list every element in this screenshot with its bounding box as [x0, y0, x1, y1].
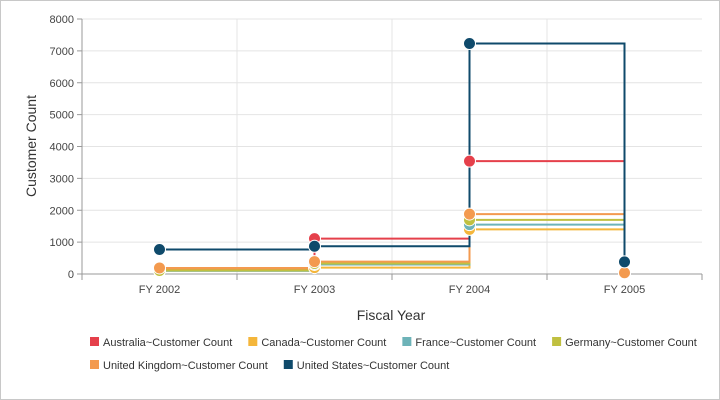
- legend-swatch: [248, 337, 258, 346]
- y-tick-label: 3000: [50, 173, 74, 185]
- y-tick-label: 4000: [50, 142, 74, 154]
- legend-label: Canada~Customer Count: [261, 337, 386, 349]
- markers-group: [153, 37, 631, 280]
- legend-swatch: [90, 337, 99, 346]
- legend-item[interactable]: United States~Customer Count: [283, 360, 450, 372]
- legend-item[interactable]: United Kingdom~Customer Count: [90, 360, 268, 372]
- data-point[interactable]: [308, 239, 321, 253]
- legend-label: Australia~Customer Count: [103, 337, 232, 349]
- x-axis-ticks: FY 2002 FY 2003 FY 2004 FY 2005: [81, 274, 703, 296]
- data-point[interactable]: [308, 255, 321, 269]
- data-point[interactable]: [153, 242, 166, 256]
- legend-label: United Kingdom~Customer Count: [103, 360, 268, 372]
- data-point[interactable]: [618, 255, 631, 269]
- x-tick-label: FY 2004: [449, 284, 490, 296]
- legend-label: United States~Customer Count: [297, 360, 450, 372]
- y-tick-label: 2000: [50, 205, 74, 217]
- x-tick-label: FY 2002: [139, 284, 180, 296]
- legend-item[interactable]: Canada~Customer Count: [248, 337, 386, 349]
- x-tick-label: FY 2005: [604, 284, 645, 296]
- data-point[interactable]: [463, 207, 476, 221]
- data-point[interactable]: [463, 37, 476, 51]
- y-axis-ticks: 0 1000 2000 3000 4000 5000 6000 7000 8000: [50, 14, 82, 281]
- legend-swatch: [283, 360, 293, 369]
- data-point[interactable]: [463, 154, 476, 168]
- legend-item[interactable]: Germany~Customer Count: [552, 337, 697, 349]
- y-tick-label: 0: [68, 269, 74, 281]
- y-tick-label: 8000: [50, 14, 74, 26]
- x-tick-label: FY 2003: [294, 284, 335, 296]
- data-point[interactable]: [153, 261, 166, 275]
- legend: Australia~Customer Count Canada~Customer …: [90, 337, 697, 372]
- y-tick-label: 5000: [50, 110, 74, 122]
- y-tick-label: 7000: [50, 46, 74, 58]
- gridlines: [82, 18, 702, 274]
- legend-label: France~Customer Count: [415, 337, 536, 349]
- data-point[interactable]: [618, 266, 631, 280]
- y-tick-label: 1000: [50, 237, 74, 249]
- legend-item[interactable]: France~Customer Count: [402, 337, 536, 349]
- legend-swatch: [90, 360, 99, 369]
- legend-label: Germany~Customer Count: [565, 337, 697, 349]
- y-tick-label: 6000: [50, 78, 74, 90]
- y-axis-title: Customer Count: [23, 95, 39, 197]
- legend-item[interactable]: Australia~Customer Count: [90, 337, 232, 349]
- x-axis-title: Fiscal Year: [357, 307, 426, 323]
- legend-swatch: [552, 337, 562, 346]
- legend-swatch: [402, 337, 412, 346]
